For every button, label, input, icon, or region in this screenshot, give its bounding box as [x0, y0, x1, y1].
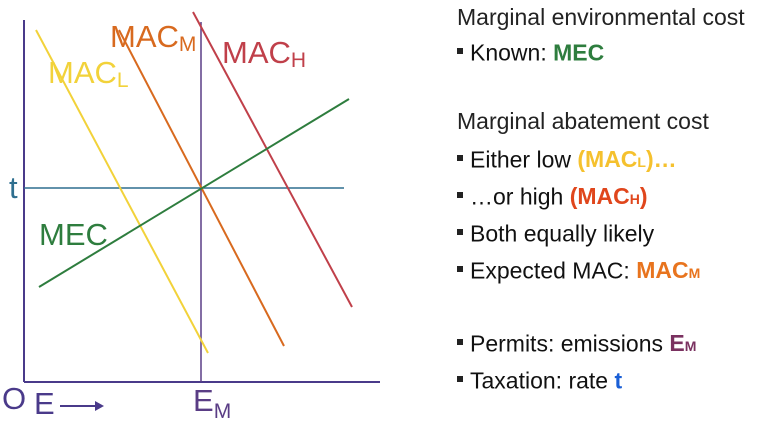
- bullet-permits: Permits: emissions EM: [457, 329, 696, 357]
- tax-axis-label: t: [9, 170, 18, 205]
- mac-l-curve: [35, 29, 209, 354]
- mac-low-highlight: (MACL)…: [577, 146, 677, 173]
- bullet-low: Either low (MACL)…: [457, 145, 677, 173]
- bullet-icon: [457, 266, 463, 273]
- bullet-expected: Expected MAC: MACM: [457, 256, 700, 284]
- mac-m-label: MACM: [110, 19, 196, 56]
- bullet-icon: [457, 48, 463, 55]
- bullet-taxation: Taxation: rate t: [457, 366, 622, 394]
- mac-mec-diagram: MACM MACH MACL MEC t O E EM: [2, 11, 380, 422]
- mac-h-curve: [192, 11, 353, 308]
- mac-expected-highlight: MACM: [636, 257, 701, 284]
- bullet-icon: [457, 229, 463, 236]
- bullet-icon: [457, 192, 463, 199]
- bullet-icon: [457, 339, 463, 346]
- x-axis-arrow-head: [95, 401, 104, 411]
- bullet-high: …or high (MACH): [457, 182, 648, 210]
- em-axis-label: EM: [193, 383, 231, 422]
- mec-highlight: MEC: [553, 39, 605, 66]
- tax-highlight: t: [614, 367, 623, 394]
- mac-h-label: MACH: [222, 35, 306, 72]
- mec-label: MEC: [39, 217, 108, 252]
- em-highlight: EM: [669, 330, 697, 357]
- bullet-equally-likely: Both equally likely: [457, 219, 654, 247]
- mac-high-highlight: (MACH): [569, 183, 648, 210]
- mac-l-label: MACL: [48, 55, 129, 92]
- bullet-icon: [457, 376, 463, 383]
- mec-curve: [38, 98, 350, 288]
- x-axis-label: E: [34, 386, 55, 421]
- heading-abatement-cost: Marginal abatement cost: [457, 108, 709, 134]
- bullet-icon: [457, 155, 463, 162]
- bullet-known: Known: MEC: [457, 38, 604, 66]
- heading-environmental-cost: Marginal environmental cost: [457, 4, 745, 30]
- origin-label: O: [2, 381, 26, 416]
